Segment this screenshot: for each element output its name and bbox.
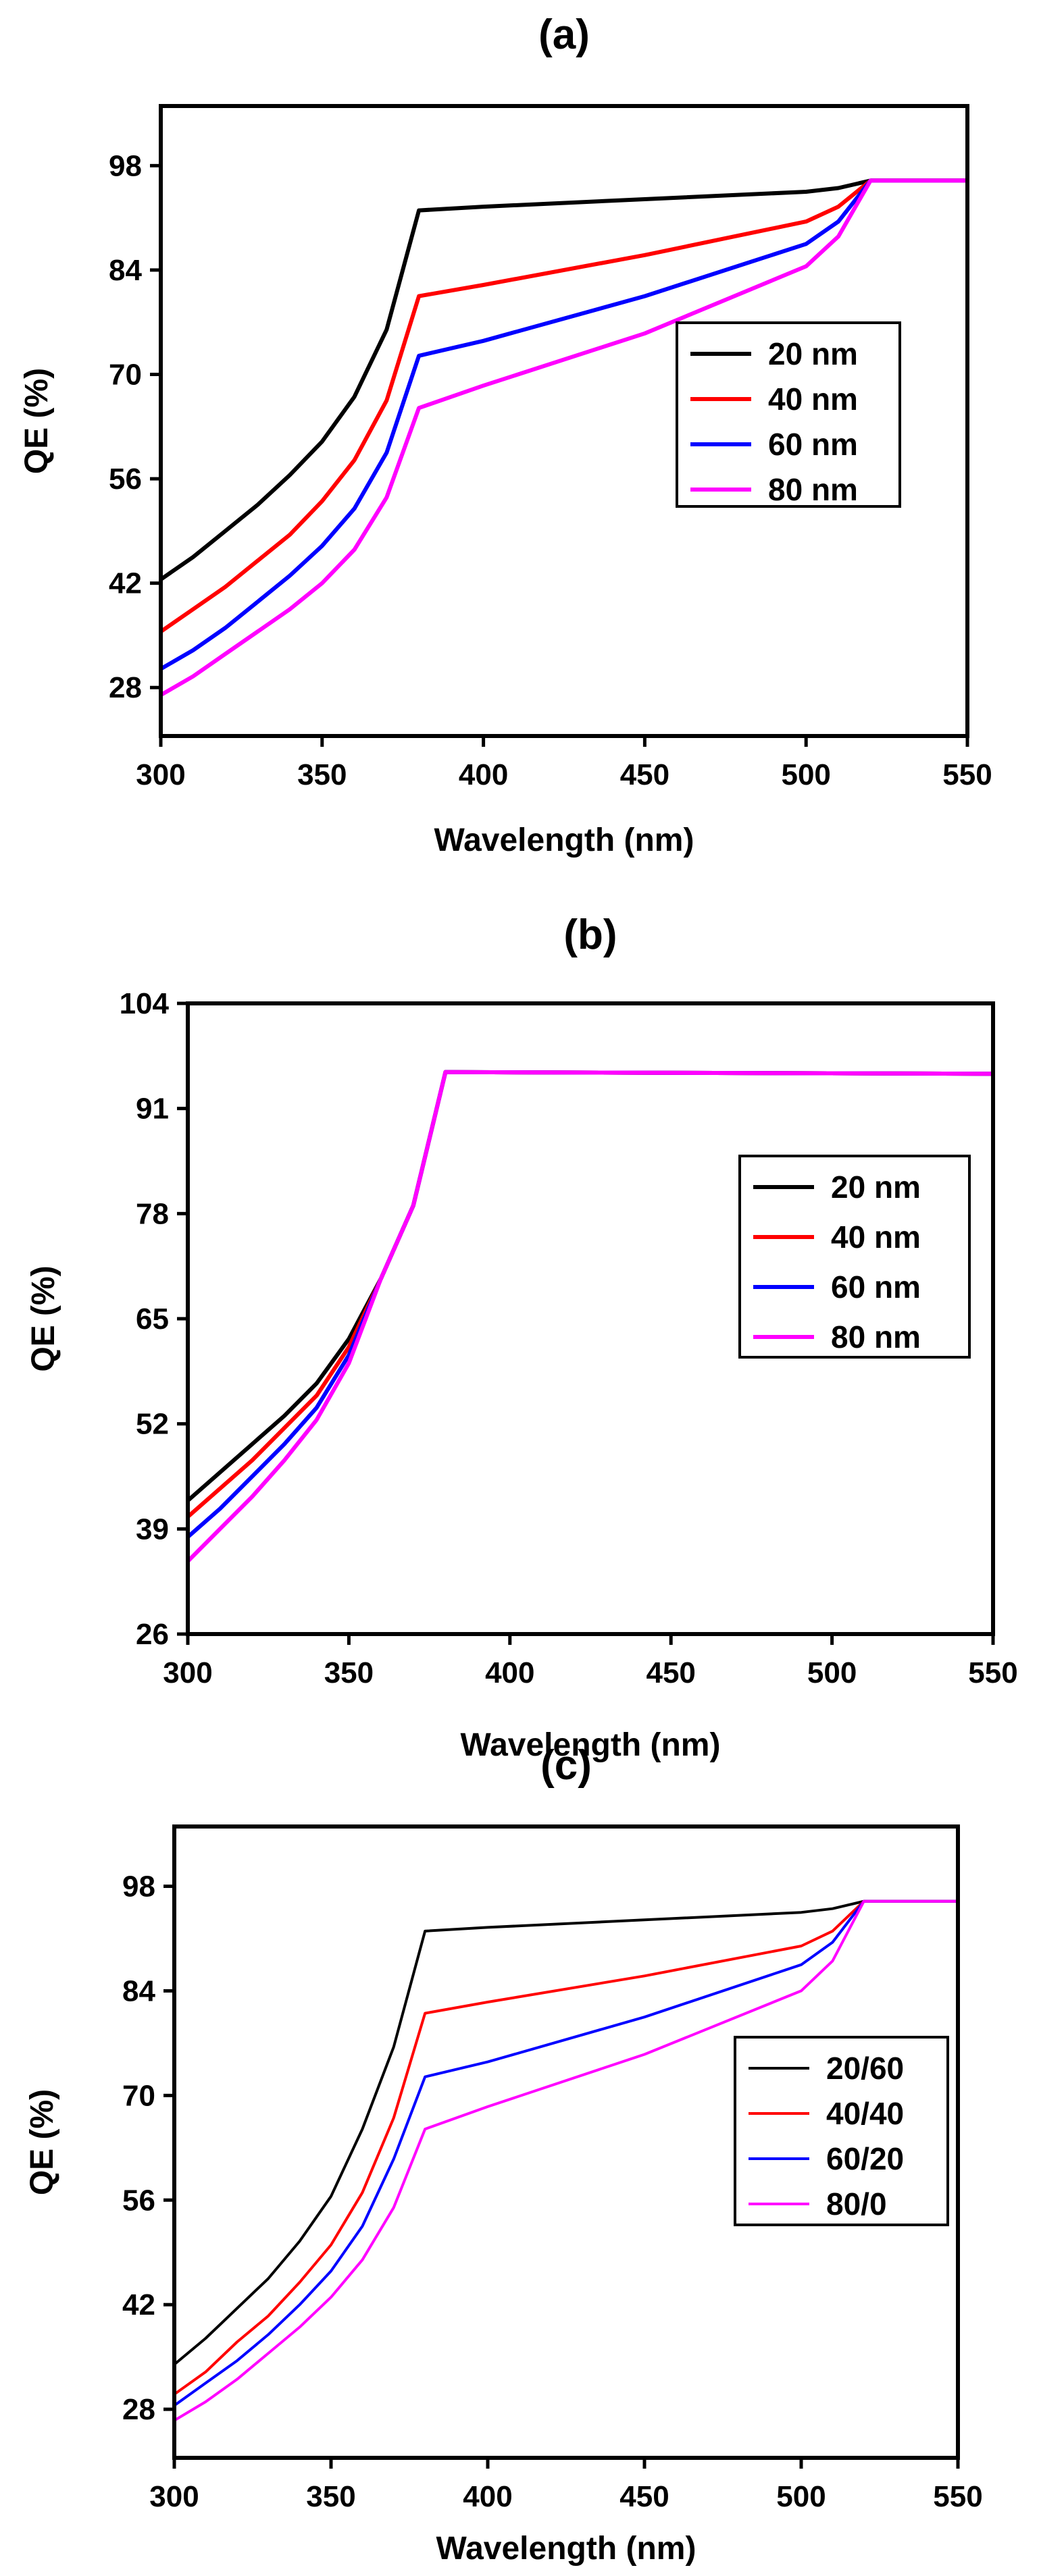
legend: 20 nm 40 nm 60 nm 80 nm	[738, 1155, 971, 1359]
legend-item: 20 nm	[690, 336, 858, 371]
x-axis-label: Wavelength (nm)	[461, 1727, 721, 1763]
y-tick-label: 28	[122, 2393, 155, 2426]
legend-label: 40 nm	[768, 382, 858, 417]
legend: 20 nm 40 nm 60 nm 80 nm	[676, 321, 901, 508]
y-tick-label: 42	[109, 567, 142, 600]
chart-title: (c)	[540, 1742, 592, 1789]
x-tick-label: 450	[646, 1656, 695, 1689]
legend-label: 60 nm	[831, 1269, 921, 1305]
x-tick-label: 400	[459, 758, 508, 791]
y-tick-label: 28	[109, 671, 142, 704]
y-tick-label: 52	[136, 1408, 169, 1441]
legend-label: 80 nm	[831, 1319, 921, 1355]
x-tick-label: 450	[620, 758, 669, 791]
y-tick-label: 39	[136, 1513, 169, 1546]
plot-frame	[172, 1824, 960, 2460]
legend-item: 40 nm	[690, 382, 858, 417]
legend-item: 40 nm	[753, 1219, 921, 1255]
legend: 20/60 40/40 60/20 80/0	[734, 2036, 949, 2226]
x-tick-label: 300	[149, 2480, 199, 2513]
x-tick-label: 300	[163, 1656, 212, 1689]
series-line-20-60	[174, 1899, 958, 2366]
series-line-40-nm	[161, 178, 967, 633]
legend-label: 80/0	[826, 2186, 887, 2222]
legend-label: 60 nm	[768, 427, 858, 462]
x-tick-label: 550	[942, 758, 992, 791]
y-tick-label: 56	[122, 2184, 155, 2217]
legend-label: 40 nm	[831, 1219, 921, 1255]
y-tick-label: 104	[120, 987, 170, 1020]
x-tick-label: 300	[136, 758, 185, 791]
legend-box	[738, 1155, 971, 1359]
series-line-60-nm	[161, 178, 967, 671]
y-axis-label: QE (%)	[24, 2089, 60, 2195]
series-line-20-nm	[161, 178, 967, 581]
legend-label: 60/20	[826, 2141, 904, 2176]
series-line-40-40	[174, 1899, 958, 2396]
legend-item: 40/40	[749, 2096, 904, 2131]
y-tick-label: 84	[122, 1974, 155, 2007]
y-tick-label: 91	[136, 1093, 169, 1126]
chart-title: (b)	[563, 912, 617, 958]
legend-label: 20 nm	[768, 336, 858, 371]
plot-frame	[159, 104, 969, 738]
series-line-80-0	[174, 1899, 958, 2422]
legend-item: 80 nm	[690, 472, 858, 507]
y-tick-label: 84	[109, 254, 142, 287]
y-tick-label: 98	[109, 149, 142, 182]
series-line-60-20	[174, 1899, 958, 2407]
legend-item: 60/20	[749, 2141, 904, 2176]
x-tick-label: 350	[324, 1656, 374, 1689]
x-axis-label: Wavelength (nm)	[434, 822, 694, 858]
x-tick-label: 500	[781, 758, 830, 791]
x-tick-label: 550	[968, 1656, 1017, 1689]
y-axis-label: QE (%)	[19, 368, 55, 474]
x-tick-label: 400	[485, 1656, 534, 1689]
x-tick-label: 350	[297, 758, 347, 791]
y-tick-label: 70	[122, 2079, 155, 2112]
chart-panel-c: (c) 300 350 400 450 500 550 28 42 56 70 84 98 Wavelen…	[24, 1742, 983, 2567]
y-tick-label: 70	[109, 358, 142, 391]
x-tick-label: 550	[933, 2480, 982, 2513]
legend-item: 60 nm	[753, 1269, 921, 1305]
y-tick-label: 42	[122, 2288, 155, 2321]
y-tick-label: 56	[109, 463, 142, 496]
series-line-80-nm	[188, 1070, 993, 1563]
legend-item: 80 nm	[753, 1319, 921, 1355]
series-line-80-nm	[161, 178, 967, 697]
legend-label: 40/40	[826, 2096, 904, 2131]
legend-item: 20 nm	[753, 1169, 921, 1205]
y-axis-label: QE (%)	[26, 1265, 61, 1371]
legend-item: 80/0	[749, 2186, 887, 2222]
x-tick-label: 400	[463, 2480, 512, 2513]
x-tick-label: 350	[306, 2480, 355, 2513]
legend-item: 60 nm	[690, 427, 858, 462]
x-tick-label: 500	[776, 2480, 826, 2513]
chart-title: (a)	[538, 11, 590, 58]
legend-label: 20/60	[826, 2051, 904, 2086]
legend-label: 80 nm	[768, 472, 858, 507]
chart-panel-a: (a) 300 350 400 450 500 550 28 42 56 70 84 98 Wavelen…	[19, 11, 992, 858]
y-tick-label: 65	[136, 1303, 169, 1336]
x-tick-label: 500	[807, 1656, 857, 1689]
y-tick-label: 78	[136, 1197, 169, 1230]
x-tick-label: 450	[619, 2480, 669, 2513]
y-tick-label: 26	[136, 1618, 169, 1651]
chart-panel-b: (b) 300 350 400 450 500 550 26 39 52 65 78 91 104 Wave…	[26, 912, 1018, 1763]
legend-item: 20/60	[749, 2051, 904, 2086]
legend-label: 20 nm	[831, 1169, 921, 1205]
y-tick-label: 98	[122, 1870, 155, 1903]
x-axis-label: Wavelength (nm)	[436, 2531, 696, 2567]
